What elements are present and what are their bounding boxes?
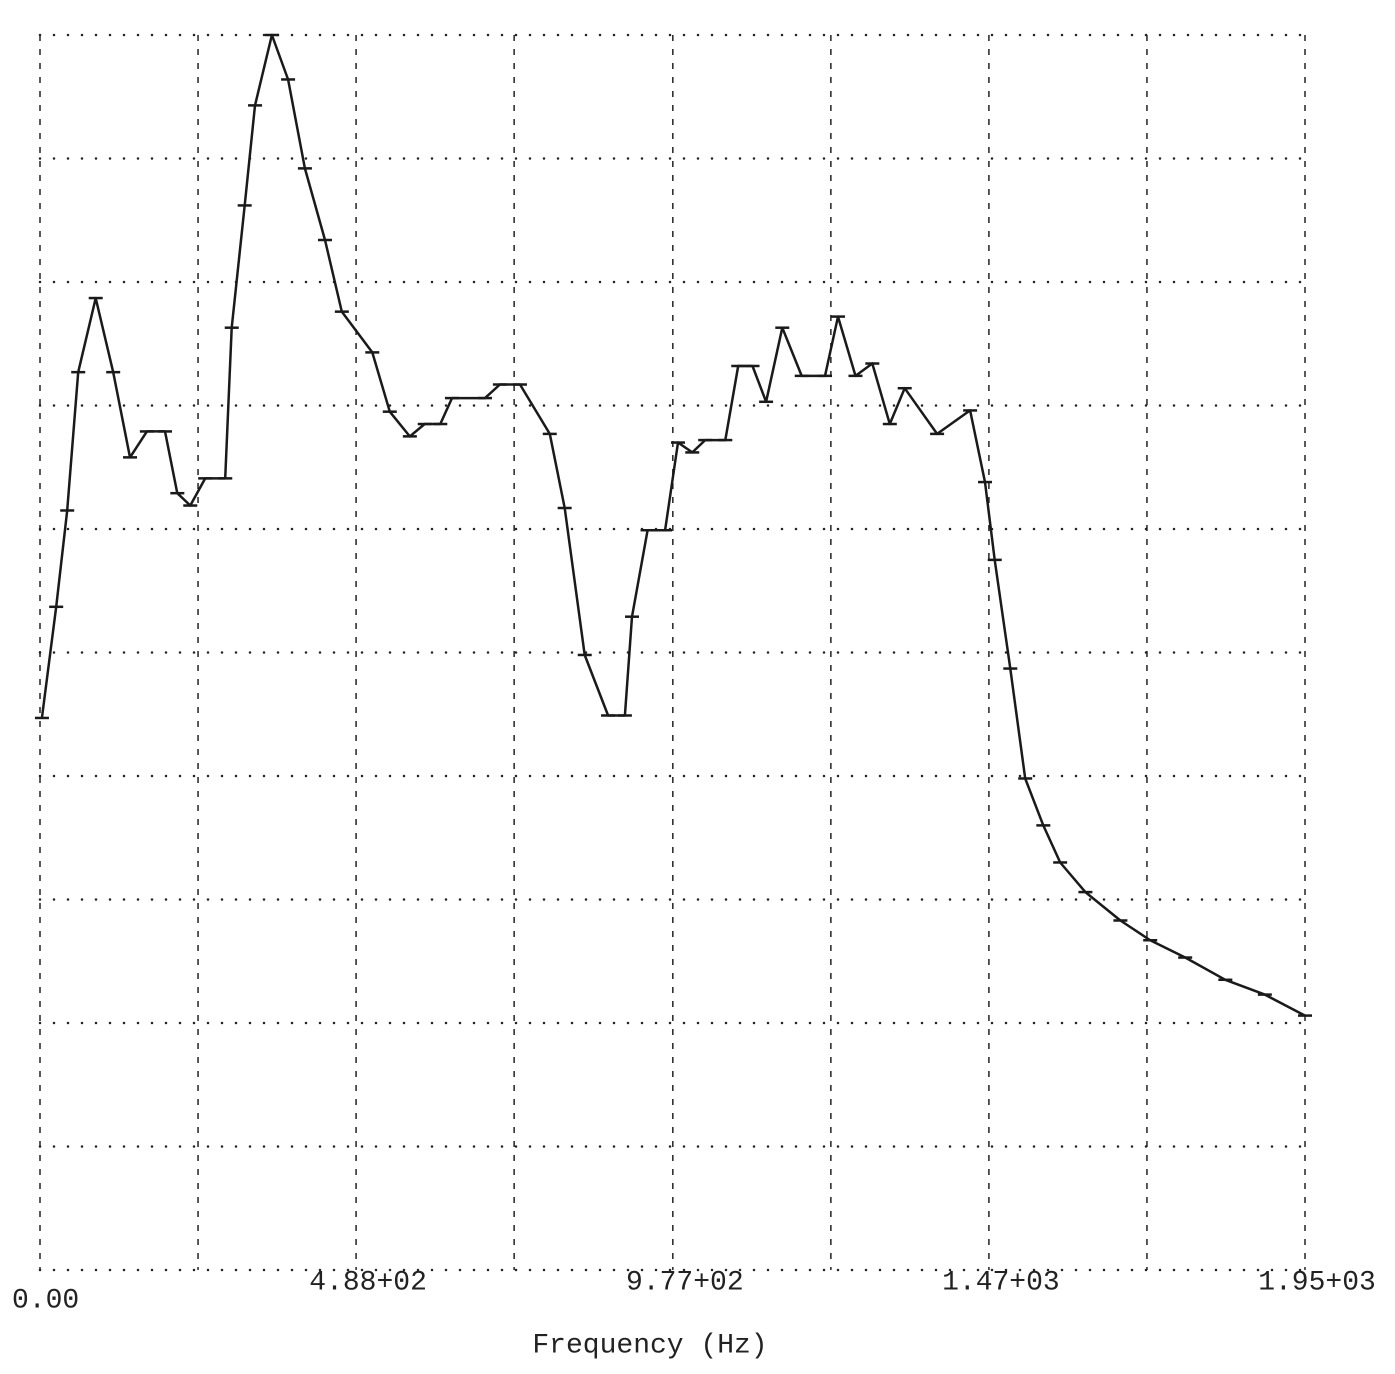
x-tick-label: 0.00 bbox=[12, 1285, 79, 1316]
x-tick-label: 1.95+03 bbox=[1258, 1267, 1376, 1298]
x-tick-label: 4.88+02 bbox=[309, 1267, 427, 1298]
x-tick-label: 9.77+02 bbox=[626, 1267, 744, 1298]
x-axis-label: Frequency (Hz) bbox=[532, 1330, 767, 1361]
x-tick-label: 1.47+03 bbox=[942, 1267, 1060, 1298]
